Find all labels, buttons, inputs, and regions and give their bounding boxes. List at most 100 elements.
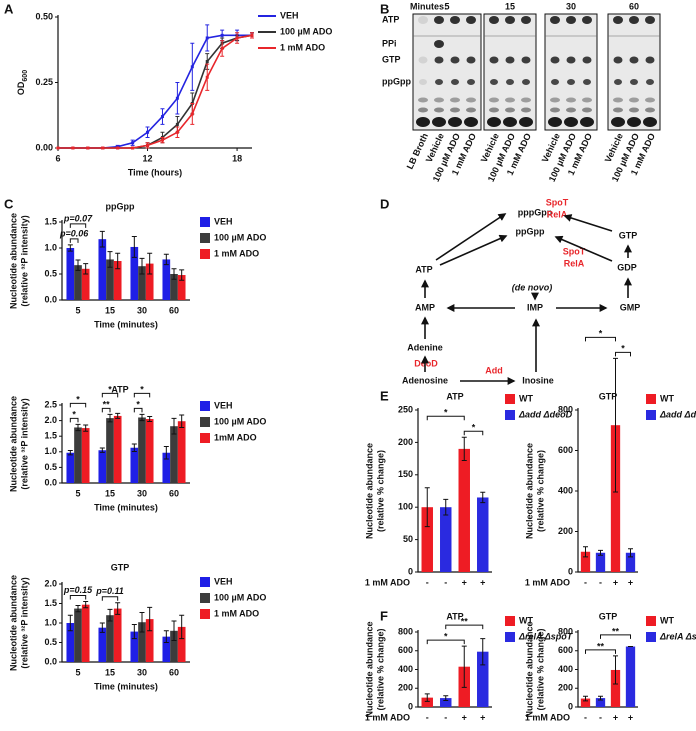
gel-lane-label: LB Broth — [405, 132, 430, 171]
legend-swatch — [200, 417, 210, 427]
y-tick-label: 800 — [558, 626, 573, 636]
y-tick-label: 2.5 — [44, 399, 57, 409]
bar — [106, 259, 114, 300]
error-bar — [171, 268, 177, 280]
bar — [106, 418, 114, 483]
panel-label: C — [4, 196, 14, 211]
data-point — [131, 146, 135, 150]
panel-label: D — [380, 196, 389, 211]
gel-spot — [450, 107, 460, 113]
legend-swatch — [200, 401, 210, 411]
bar — [74, 265, 82, 300]
data-point — [160, 115, 164, 119]
error-bar — [99, 447, 105, 453]
bar — [81, 428, 90, 483]
x-tick-label: - — [599, 712, 602, 722]
error-bar — [67, 450, 73, 456]
y-tick-label: 0 — [568, 701, 573, 711]
significance-label: ** — [103, 400, 111, 410]
legend-label: 100 µM ADO — [214, 232, 266, 242]
gel-spot — [418, 56, 428, 64]
bar — [595, 552, 606, 572]
gel-spot — [646, 79, 654, 85]
error-bar — [67, 244, 73, 252]
gel-panel — [544, 13, 598, 131]
chart-title: ATP — [111, 384, 128, 394]
gel-spot — [522, 79, 530, 85]
y-axis-title: Nucleotide abundance — [8, 213, 18, 309]
axis — [577, 408, 638, 573]
x-tick-label: + — [628, 577, 633, 587]
significance-bracket — [600, 634, 631, 639]
gel-spot — [583, 79, 591, 85]
legend-label: WT — [519, 615, 533, 625]
bar — [130, 631, 139, 662]
y-tick-label: 250 — [398, 404, 413, 414]
data-point — [71, 146, 75, 150]
legend-label: 100 µM ADO — [280, 26, 332, 36]
bar — [98, 239, 107, 300]
y-tick-label: 2.0 — [44, 578, 57, 588]
gel-spot — [566, 107, 576, 113]
error-bar — [628, 548, 633, 558]
x-tick-label: 5 — [75, 488, 80, 498]
y-tick-label: 1.0 — [44, 617, 57, 627]
error-bar — [139, 413, 145, 422]
enzyme-label: RelA — [547, 209, 568, 219]
y-tick-label: 2.0 — [44, 415, 57, 425]
gel-panel — [483, 13, 537, 131]
gel-spot — [434, 40, 444, 48]
gel-spot — [466, 97, 476, 103]
y-axis-title: Nucleotide abundance — [8, 575, 18, 671]
significance-label: p=0.07 — [63, 213, 93, 223]
legend-label: WT — [519, 393, 533, 403]
bar — [113, 415, 122, 483]
x-axis-title: 1 mM ADO — [525, 712, 570, 722]
y-tick-label: 0 — [408, 701, 413, 711]
legend-label: VEH — [214, 400, 233, 410]
error-bar — [147, 606, 153, 632]
bar — [421, 697, 433, 707]
significance-bracket — [69, 417, 79, 423]
y-axis-title: Nucleotide abundance — [524, 443, 534, 539]
data-point — [160, 138, 164, 142]
x-tick-label: 18 — [232, 153, 242, 163]
error-bar — [107, 608, 113, 622]
significance-label: ** — [597, 641, 605, 651]
gel-spot — [489, 97, 499, 103]
error-bar — [179, 614, 185, 640]
error-bar — [83, 424, 89, 432]
x-tick-label: + — [613, 577, 618, 587]
x-axis-title: Time (minutes) — [94, 681, 158, 691]
gel-spot — [435, 79, 443, 85]
legend-label: WT — [660, 393, 674, 403]
error-bar — [107, 413, 113, 423]
x-tick-label: - — [426, 577, 429, 587]
error-bar — [131, 236, 137, 258]
bar — [74, 608, 82, 662]
gel-spot — [505, 107, 515, 113]
data-point — [146, 143, 150, 147]
bar — [440, 698, 452, 707]
error-bar — [443, 498, 449, 516]
pathway-node: pppGpp — [518, 207, 553, 217]
bar — [113, 608, 122, 662]
bar — [138, 266, 146, 300]
significance-label: ** — [461, 616, 469, 626]
x-tick-label: 5 — [75, 667, 80, 677]
pathway-arrow — [435, 213, 507, 261]
gel-spot — [487, 117, 501, 127]
pathway-node: GTP — [619, 230, 638, 240]
bar — [177, 626, 186, 662]
legend-swatch — [646, 632, 656, 642]
x-tick-label: 6 — [55, 153, 60, 163]
error-bar — [443, 695, 449, 701]
bar — [106, 615, 114, 662]
enzyme-label: Add — [485, 365, 503, 375]
y-axis-title: (relative ³²P intensity) — [19, 398, 29, 489]
y-axis-title: Nucleotide abundance — [8, 396, 18, 492]
x-axis-title: Time (hours) — [128, 167, 182, 177]
enzyme-label: DeoD — [414, 358, 438, 368]
x-tick-label: - — [444, 577, 447, 587]
data-point — [220, 46, 224, 50]
